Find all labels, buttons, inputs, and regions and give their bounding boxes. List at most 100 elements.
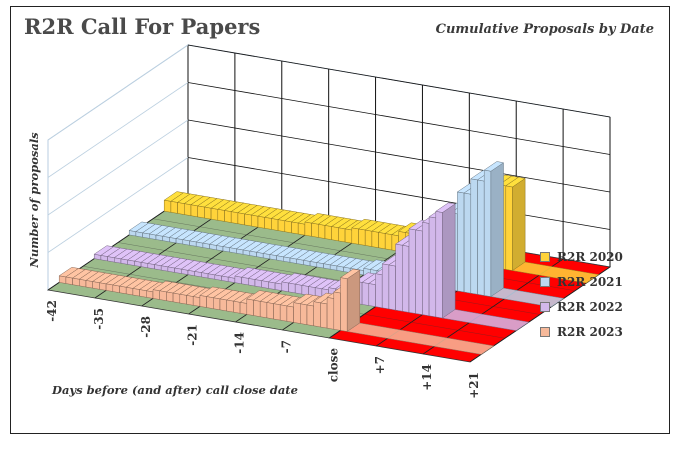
legend-swatch [540,327,550,337]
bar-front [428,216,437,318]
bar-front [297,222,306,236]
x-axis-label: Days before (and after) call close date [52,383,298,397]
bar-side [490,162,504,298]
chart-title: R2R Call For Papers [24,14,261,39]
legend-label: R2R 2020 [557,250,623,264]
bar-front [378,232,386,250]
bar-front [320,302,328,329]
bar-front [375,273,383,309]
legend-label: R2R 2023 [557,325,623,339]
bar-front [219,298,227,312]
bar-front [435,211,443,319]
bar-front [159,290,167,301]
bar-front [226,299,234,313]
bar-front [326,297,335,330]
x-tick-label: close [326,348,340,383]
bar-top [483,161,505,172]
bar-front [186,295,194,306]
legend-swatch [540,252,550,262]
side-wall-hline [47,157,189,253]
bar-front [199,295,207,308]
bar-front [163,199,172,213]
legend-label: R2R 2021 [557,275,623,289]
legend-swatch [540,302,550,312]
bar-front [286,305,294,323]
series-floor-stripe [511,261,600,284]
bar-front [271,218,279,231]
bar-front [190,204,198,218]
bar-front [184,203,192,216]
bar-front [505,185,513,271]
bar-front [457,191,465,293]
bar-front [166,291,174,303]
bar-front [237,212,245,226]
bar-front [318,223,326,239]
bar-front [340,277,348,332]
bar-front [371,230,379,248]
bar-front [170,201,178,214]
bar-front [179,293,187,305]
bar-front [197,205,205,219]
bar-side [512,177,526,272]
x-tick-label: -28 [139,316,153,338]
bar-front [304,221,312,237]
bar-front [239,302,248,315]
bar-front [251,214,259,228]
bar-front [230,211,239,224]
bar-front [284,220,292,234]
x-tick-label: +7 [373,356,387,374]
bar-front [246,298,254,316]
bar-front [264,217,272,230]
y-axis-label: Number of proposals [27,132,41,268]
bar-front [331,226,339,242]
bar-top [435,202,456,213]
bar-top [505,177,526,188]
legend-item: R2R 2021 [540,275,623,289]
bar-front [213,297,221,311]
x-tick-label: -21 [186,324,200,346]
bar-front [210,207,219,221]
bar-front [288,282,296,294]
bar-side [442,203,456,319]
bar-front [313,301,321,328]
legend-item: R2R 2020 [540,250,623,264]
legend-item: R2R 2023 [540,325,623,339]
bar-front [384,233,393,251]
bar-front [279,304,288,322]
legend-label: R2R 2022 [557,300,623,314]
floor-row-line [117,242,541,315]
bar-front [152,289,160,300]
bar-front [395,243,403,312]
bar-front [204,206,212,220]
back-wall-hline [187,157,611,230]
series-floor-stripe [346,322,495,355]
series-floor-stripe [441,309,530,331]
bar-front [311,222,319,238]
bar-front [381,263,390,310]
side-wall-hline [47,44,189,141]
chart-subtitle: Cumulative Proposals by Date [435,22,654,37]
bar-front [324,225,332,240]
bar-side [346,269,361,332]
back-wall-hline [187,119,611,193]
bar-front [338,227,346,243]
bar-front [281,281,289,293]
x-tick-label: -42 [45,300,59,322]
bar-front [266,302,274,320]
bar-front [277,219,286,232]
x-tick-label: +14 [420,364,434,391]
legend-item: R2R 2022 [540,300,623,314]
bar-front [333,291,341,331]
bar-front [358,228,366,246]
bar-front [477,179,485,296]
x-tick-label: -35 [92,308,106,330]
bar-front [344,228,353,244]
bar-front [361,282,370,306]
bar-front [217,209,225,222]
bar-front [177,202,185,215]
bar-front [206,296,214,309]
bar-front [233,300,241,314]
bar-front [300,303,308,325]
x-tick-label: -7 [279,340,293,353]
